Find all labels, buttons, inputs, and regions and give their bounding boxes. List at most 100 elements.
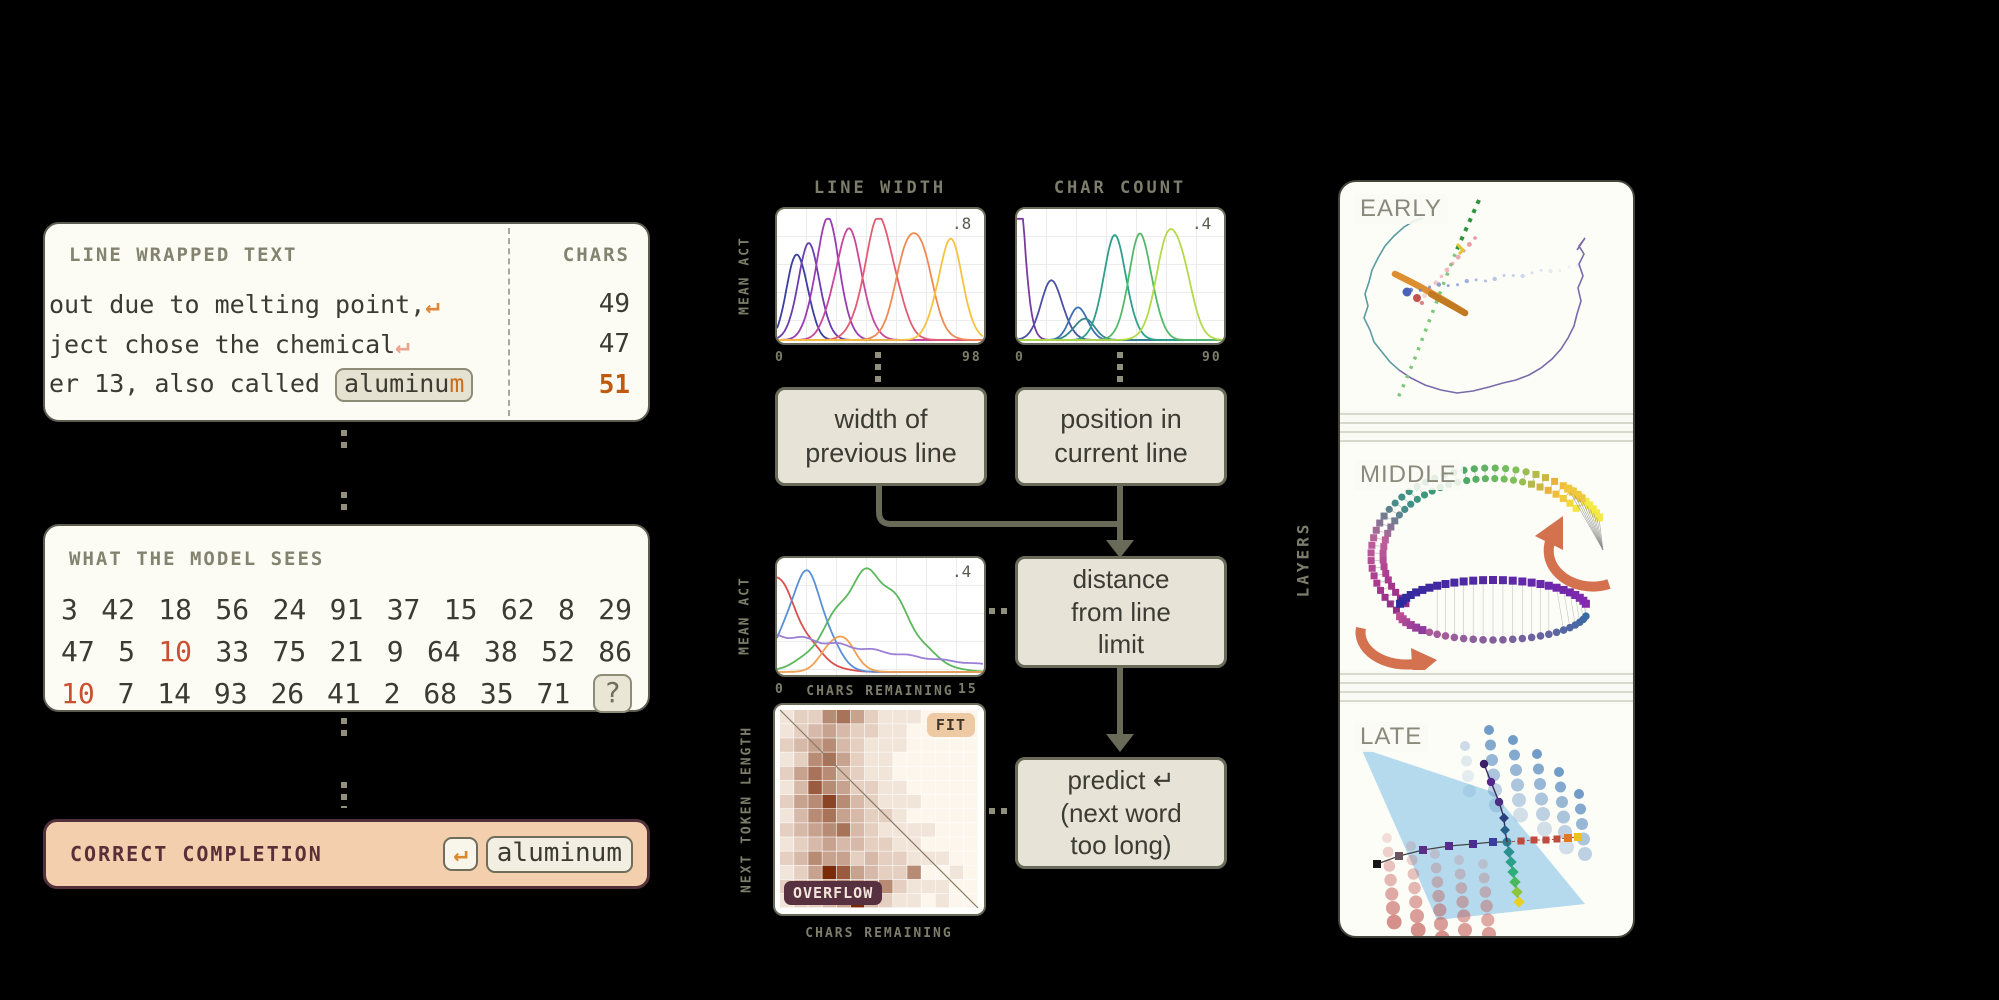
token-id: 75 bbox=[272, 634, 307, 668]
aluminum-token-chip: aluminum bbox=[334, 368, 474, 402]
section-label-middle: MIDDLE bbox=[1354, 460, 1463, 490]
scale-label: .8 bbox=[952, 214, 972, 233]
token-id: 24 bbox=[272, 592, 307, 626]
token-id: 42 bbox=[101, 592, 135, 626]
token-id: 2 bbox=[383, 676, 401, 710]
token-id: 5 bbox=[118, 634, 135, 668]
correct-completion-card: CORRECT COMPLETION ↵ aluminum bbox=[43, 819, 650, 889]
connector-dots bbox=[989, 808, 1013, 814]
token-id: 33 bbox=[215, 634, 250, 668]
card-title: CORRECT COMPLETION bbox=[70, 842, 323, 866]
token-id: 8 bbox=[557, 592, 575, 626]
card-title: WHAT THE MODEL SEES bbox=[69, 548, 325, 570]
line-width-chart bbox=[775, 207, 986, 345]
token-id: 68 bbox=[423, 676, 458, 710]
return-icon: ↵ bbox=[395, 330, 410, 359]
section-label-early: EARLY bbox=[1354, 194, 1448, 224]
y-axis-label: MEAN ACT bbox=[737, 576, 753, 655]
x-tick: 90 bbox=[1202, 350, 1222, 365]
chart-title-line-width: LINE WIDTH bbox=[813, 178, 947, 198]
token-id: 26 bbox=[270, 676, 305, 710]
token-id-row: 10 7 14 93 26 41 2 68 35 71? bbox=[61, 672, 632, 714]
layers-axis-label: LAYERS bbox=[1293, 521, 1313, 598]
token-id: 41 bbox=[327, 676, 361, 710]
token-id: 71 bbox=[536, 676, 571, 710]
connector-dots bbox=[341, 782, 347, 808]
unknown-token-chip: ? bbox=[593, 673, 632, 713]
token-id: 10 bbox=[61, 676, 95, 710]
char-count-value: 49 bbox=[598, 289, 630, 319]
token-id: 38 bbox=[484, 634, 518, 668]
char-count-chart bbox=[1015, 207, 1226, 345]
x-tick: 0 bbox=[775, 350, 785, 365]
token-id-row: 47 5 10 33 75 21 9 64 38 52 86 bbox=[61, 630, 632, 672]
token-id: 93 bbox=[213, 676, 248, 710]
token-id: 21 bbox=[329, 634, 364, 668]
section-separator bbox=[1340, 410, 1633, 444]
chart-title-char-count: CHAR COUNT bbox=[1053, 178, 1187, 198]
fit-badge: FIT bbox=[926, 713, 975, 737]
connector-dots bbox=[341, 718, 347, 742]
early-layers-projection bbox=[1363, 199, 1586, 401]
layers-panel: EARLY MIDDLE LATE bbox=[1338, 180, 1635, 938]
wrap-limit-dashed-line bbox=[508, 228, 510, 416]
connector-dots bbox=[989, 608, 1013, 614]
wrapped-line-3: er 13, also called aluminum bbox=[49, 368, 474, 402]
section-separator bbox=[1340, 670, 1633, 704]
scale-label: .4 bbox=[1192, 214, 1212, 233]
chars-remaining-chart bbox=[775, 556, 986, 677]
scale-label: .4 bbox=[952, 562, 972, 581]
token-id: 7 bbox=[117, 676, 135, 710]
token-id: 56 bbox=[215, 592, 250, 626]
return-icon: ↵ bbox=[425, 290, 440, 319]
y-axis-label: MEAN ACT bbox=[737, 236, 753, 315]
aluminum-token-chip: aluminum bbox=[485, 835, 633, 873]
y-axis-label: NEXT TOKEN LENGTH bbox=[739, 725, 755, 894]
token-id: 15 bbox=[443, 592, 478, 626]
token-id: 47 bbox=[61, 634, 95, 668]
wrapped-line-1: out due to melting point,↵ bbox=[49, 289, 440, 319]
token-id: 37 bbox=[386, 592, 421, 626]
token-id: 64 bbox=[426, 634, 461, 668]
fit-overflow-heatmap: FIT OVERFLOW bbox=[773, 703, 986, 916]
predict-newline-box: predict ↵ (next word too long) bbox=[1015, 757, 1227, 869]
x-tick: 98 bbox=[962, 350, 982, 365]
token-id: 35 bbox=[479, 676, 514, 710]
token-id: 52 bbox=[541, 634, 575, 668]
middle-layers-projection bbox=[1355, 464, 1611, 670]
late-layers-projection bbox=[1361, 725, 1592, 936]
return-token-chip: ↵ bbox=[443, 837, 478, 871]
x-tick: 0 bbox=[775, 682, 785, 697]
token-id: 62 bbox=[500, 592, 535, 626]
token-id: 86 bbox=[598, 634, 632, 668]
line-wrapped-text-card: LINE WRAPPED TEXT CHARS out due to melti… bbox=[43, 222, 650, 422]
token-id: 14 bbox=[157, 676, 192, 710]
token-id-row: 3 42 18 56 24 91 37 15 62 8 29 bbox=[61, 588, 632, 630]
char-count-value-highlight: 51 bbox=[598, 370, 630, 400]
token-id: 3 bbox=[61, 592, 78, 626]
overflow-badge: OVERFLOW bbox=[784, 881, 883, 905]
token-id: 18 bbox=[158, 592, 193, 626]
token-id: 9 bbox=[386, 634, 404, 668]
width-of-previous-line-box: width of previous line bbox=[775, 387, 987, 486]
section-label-late: LATE bbox=[1354, 722, 1429, 752]
token-id: 10 bbox=[158, 634, 193, 668]
x-axis-label: CHARS REMAINING bbox=[806, 684, 954, 699]
token-id: 29 bbox=[598, 592, 632, 626]
card-title: LINE WRAPPED TEXT bbox=[69, 244, 298, 266]
connector-dots bbox=[341, 492, 347, 516]
connector-dots bbox=[1117, 352, 1123, 384]
token-id: 91 bbox=[329, 592, 364, 626]
x-tick: 0 bbox=[1015, 350, 1025, 365]
x-tick: 15 bbox=[958, 682, 978, 697]
x-axis-label: CHARS REMAINING bbox=[805, 926, 953, 941]
char-count-value: 47 bbox=[598, 329, 630, 359]
connector-dots bbox=[875, 352, 881, 384]
model-sees-card: WHAT THE MODEL SEES 3 42 18 56 24 91 37 15 62 8 29… bbox=[43, 524, 650, 714]
wrapped-line-2: ject chose the chemical↵ bbox=[49, 329, 410, 359]
position-in-current-line-box: position in current line bbox=[1015, 387, 1227, 486]
chars-column-header: CHARS bbox=[562, 244, 630, 266]
distance-from-line-limit-box: distance from line limit bbox=[1015, 556, 1227, 668]
connector-dots bbox=[341, 430, 347, 454]
